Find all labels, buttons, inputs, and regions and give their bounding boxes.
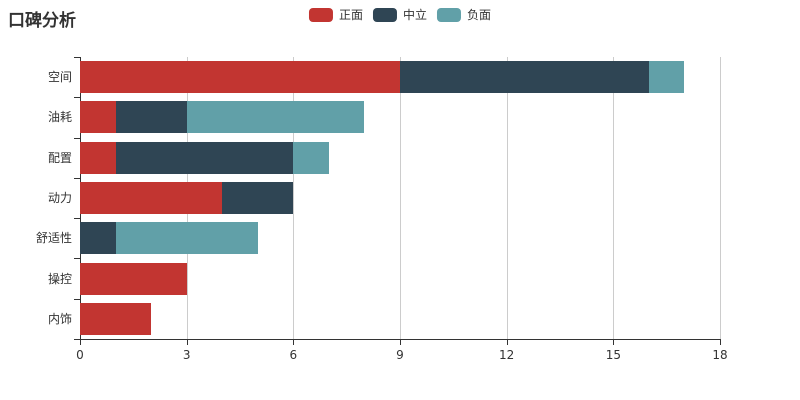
gridline-x-18 (720, 57, 721, 339)
bar-segment-positive[interactable] (80, 182, 223, 214)
bar-segment-negative[interactable] (186, 101, 365, 134)
x-axis-tick (720, 340, 721, 345)
legend-swatch-negative (437, 8, 462, 22)
bar-segment-positive[interactable] (80, 141, 116, 174)
bar-segment-negative[interactable] (115, 222, 258, 255)
x-axis-label: 6 (289, 348, 298, 362)
x-axis-tick (186, 340, 188, 345)
y-axis-label: 空间 (47, 70, 72, 85)
x-axis-line (80, 339, 721, 340)
bar-segment-neutral[interactable] (115, 141, 294, 174)
y-axis-label: 油耗 (47, 110, 72, 125)
y-axis-tick (74, 218, 80, 220)
legend-swatch-positive (308, 8, 333, 22)
x-axis-tick (293, 340, 295, 345)
y-axis-tick (74, 57, 80, 58)
x-axis-tick (506, 340, 508, 345)
y-axis-label: 内饰 (47, 311, 72, 326)
bar-segment-positive[interactable] (80, 302, 152, 335)
y-axis-tick (74, 137, 80, 139)
gridline-x-12 (506, 57, 508, 339)
legend-label: 正面 (338, 8, 363, 22)
y-axis-label: 操控 (47, 271, 72, 286)
bar-segment-positive[interactable] (80, 101, 116, 134)
legend-item-neutral[interactable]: 中立 (372, 8, 428, 22)
x-axis-label: 18 (712, 348, 728, 362)
legend: 正面 中立 负面 (308, 8, 491, 22)
gridline-x-6 (293, 57, 295, 339)
bar-segment-negative[interactable] (648, 61, 685, 94)
y-axis-tick (74, 177, 80, 179)
y-axis-tick (74, 298, 80, 300)
x-axis-label: 15 (605, 348, 621, 362)
bar-segment-positive[interactable] (80, 262, 187, 295)
bar-segment-neutral[interactable] (400, 61, 649, 94)
x-axis-tick (80, 340, 81, 345)
x-axis-label: 3 (182, 348, 191, 362)
gridline-x-9 (400, 57, 401, 339)
y-axis-tick (74, 97, 80, 99)
y-axis-tick (74, 258, 80, 260)
x-axis-label: 9 (396, 348, 404, 362)
legend-label: 中立 (402, 8, 428, 22)
legend-item-negative[interactable]: 负面 (437, 8, 491, 22)
y-axis-label: 舒适性 (35, 231, 72, 246)
bar-segment-positive[interactable] (80, 61, 400, 94)
chart-title: 口碑分析 (8, 11, 76, 31)
x-axis-label: 0 (76, 348, 84, 362)
legend-label: 负面 (467, 8, 492, 22)
gridline-x-15 (613, 57, 615, 339)
y-axis-tick (74, 339, 80, 340)
bar-segment-neutral[interactable] (222, 182, 294, 214)
x-axis-tick (613, 340, 615, 345)
bar-segment-neutral[interactable] (80, 222, 116, 255)
y-axis-label: 配置 (47, 150, 72, 165)
x-axis-tick (400, 340, 401, 345)
bar-segment-neutral[interactable] (115, 101, 187, 134)
x-axis-label: 12 (499, 348, 515, 362)
y-axis-label: 动力 (47, 191, 72, 205)
bar-segment-negative[interactable] (293, 141, 329, 174)
legend-swatch-neutral (372, 8, 397, 22)
legend-item-positive[interactable]: 正面 (308, 8, 363, 22)
